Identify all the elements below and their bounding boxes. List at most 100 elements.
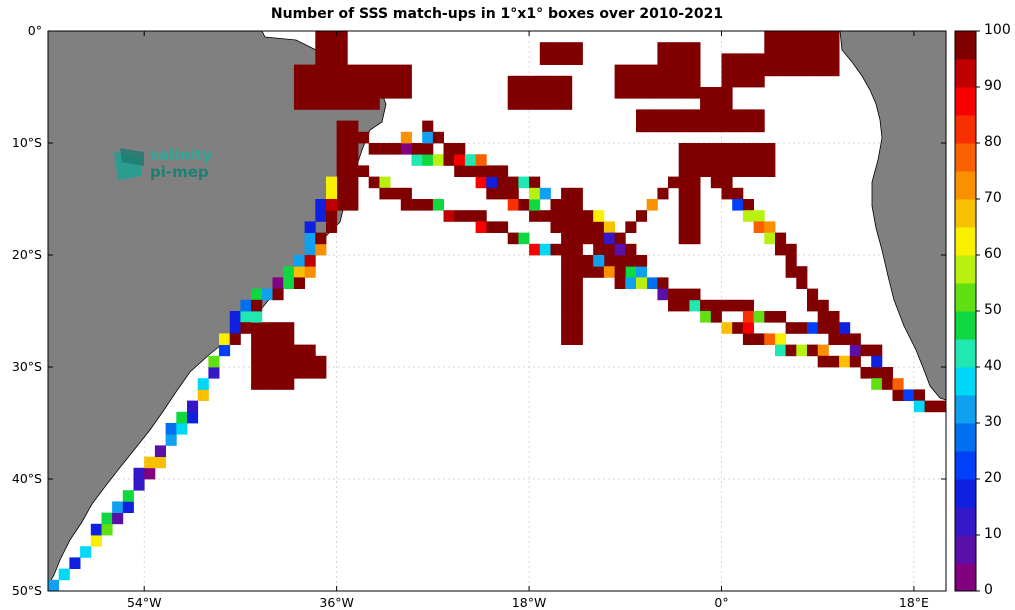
- matchup-cell: [518, 75, 530, 88]
- matchup-cell: [721, 109, 733, 121]
- matchup-cell: [689, 199, 701, 211]
- matchup-cell: [400, 64, 412, 77]
- matchup-cell: [732, 53, 744, 65]
- matchup-cell: [721, 75, 733, 88]
- matchup-cell: [593, 255, 605, 267]
- matchup-cell: [251, 367, 263, 379]
- matchup-cell: [571, 277, 583, 289]
- latitude-label: 40°S: [11, 471, 42, 486]
- matchup-cell: [710, 165, 722, 177]
- matchup-cell: [390, 87, 402, 99]
- longitude-label: 0°: [714, 595, 729, 610]
- matchup-cell: [539, 42, 551, 54]
- matchup-cell: [251, 299, 263, 312]
- matchup-cell: [828, 53, 840, 65]
- matchup-cell: [689, 232, 701, 245]
- matchup-cell: [689, 221, 701, 233]
- matchup-cell: [785, 322, 797, 334]
- matchup-cell: [807, 288, 819, 301]
- matchup-cell: [646, 64, 658, 77]
- matchup-cell: [379, 75, 391, 88]
- matchup-cell: [710, 98, 722, 110]
- matchup-cell: [571, 53, 583, 65]
- matchup-cell: [283, 344, 295, 357]
- matchup-cell: [518, 98, 530, 110]
- matchup-cell: [379, 143, 391, 155]
- matchup-cell: [561, 255, 573, 267]
- matchup-cell: [689, 75, 701, 88]
- matchup-cell: [518, 232, 530, 245]
- longitude-label: 36°W: [319, 595, 354, 610]
- matchup-cell: [400, 143, 412, 155]
- matchup-cell: [304, 243, 316, 256]
- matchup-cell: [293, 277, 305, 289]
- matchup-cell: [646, 277, 658, 289]
- matchup-cell: [475, 210, 487, 222]
- matchup-cell: [187, 400, 199, 413]
- matchup-cell: [625, 75, 637, 88]
- matchup-cell: [326, 199, 338, 211]
- matchup-cell: [689, 187, 701, 200]
- matchup-cell: [678, 143, 690, 155]
- matchup-cell: [347, 64, 359, 77]
- matchup-cell: [614, 277, 626, 289]
- matchup-cell: [58, 568, 70, 581]
- matchup-cell: [272, 277, 284, 289]
- colorbar-segment: [955, 283, 976, 312]
- matchup-cell: [529, 75, 541, 88]
- colorbar-segment: [955, 563, 976, 592]
- matchup-cell: [689, 109, 701, 121]
- matchup-cell: [539, 187, 551, 200]
- matchup-cell: [561, 288, 573, 301]
- latitude-label: 10°S: [11, 135, 42, 150]
- matchup-cell: [742, 53, 754, 65]
- longitude-label: 18°W: [511, 595, 547, 610]
- matchup-cell: [732, 299, 744, 312]
- matchup-cell: [347, 87, 359, 99]
- matchup-cell: [368, 64, 380, 77]
- matchup-cell: [913, 400, 925, 413]
- matchup-cell: [753, 154, 765, 166]
- matchup-cell: [272, 322, 284, 334]
- matchup-cell: [518, 87, 530, 99]
- matchup-cell: [721, 53, 733, 65]
- matchup-cell: [390, 143, 402, 155]
- colorbar-segment: [955, 395, 976, 424]
- matchup-cell: [625, 64, 637, 77]
- matchup-cell: [775, 344, 787, 357]
- matchup-cell: [742, 109, 754, 121]
- matchup-cell: [721, 143, 733, 155]
- matchup-cell: [336, 154, 348, 166]
- matchup-cell: [742, 322, 754, 334]
- matchup-cell: [775, 64, 787, 77]
- matchup-cell: [678, 53, 690, 65]
- matchup-cell: [283, 277, 295, 289]
- matchup-cell: [497, 165, 509, 177]
- matchup-cell: [646, 87, 658, 99]
- matchup-cell: [251, 311, 263, 323]
- matchup-cell: [336, 131, 348, 144]
- matchup-cell: [689, 120, 701, 133]
- matchup-cell: [336, 64, 348, 77]
- colorbar-segment: [955, 255, 976, 284]
- matchup-cell: [775, 31, 787, 43]
- matchup-cell: [775, 42, 787, 54]
- matchup-cell: [636, 87, 648, 99]
- matchup-cell: [561, 333, 573, 345]
- matchup-cell: [775, 243, 787, 256]
- matchup-cell: [807, 53, 819, 65]
- matchup-cell: [785, 42, 797, 54]
- matchup-cell: [636, 120, 648, 133]
- matchup-cell: [721, 154, 733, 166]
- matchup-cell: [358, 64, 370, 77]
- africa-land: [839, 30, 947, 401]
- matchup-cell: [657, 288, 669, 301]
- matchup-cell: [197, 389, 209, 401]
- matchup-cell: [251, 288, 263, 301]
- matchup-cell: [721, 120, 733, 133]
- matchup-cell: [165, 423, 177, 435]
- matchup-cell: [807, 299, 819, 312]
- matchup-cell: [486, 221, 498, 233]
- matchup-cell: [614, 255, 626, 267]
- matchup-cell: [561, 299, 573, 312]
